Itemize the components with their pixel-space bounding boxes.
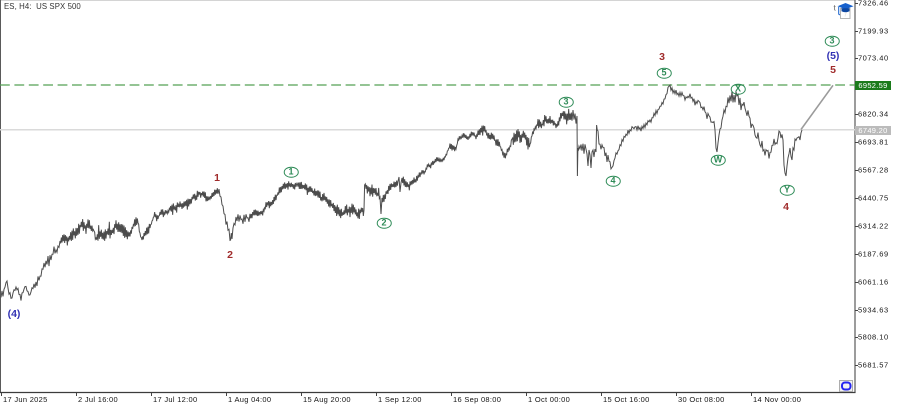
svg-text:7: 7 <box>844 12 848 19</box>
svg-text:t: t <box>834 3 837 13</box>
